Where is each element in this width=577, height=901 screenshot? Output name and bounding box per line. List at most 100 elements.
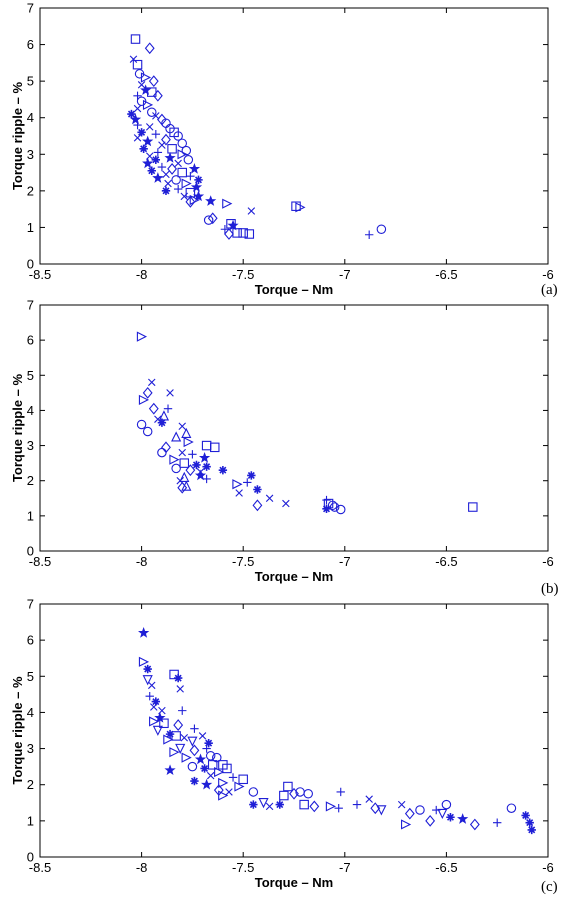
data-point xyxy=(149,716,160,727)
data-point xyxy=(142,386,153,399)
data-point xyxy=(177,149,188,160)
data-point xyxy=(202,474,211,484)
data-point xyxy=(190,181,203,192)
data-point xyxy=(437,808,448,820)
data-point xyxy=(140,72,152,83)
data-point xyxy=(258,798,269,809)
data-point xyxy=(469,818,480,831)
x-axis-label: Torque – Nm xyxy=(255,569,334,584)
panel-label: (c) xyxy=(541,879,558,895)
data-point xyxy=(189,744,200,757)
data-point xyxy=(164,764,176,776)
data-point xyxy=(309,800,320,813)
data-point xyxy=(222,763,232,774)
data-point xyxy=(521,811,530,820)
y-tick-label: 1 xyxy=(27,220,34,235)
x-tick-label: -8 xyxy=(136,554,148,569)
data-point xyxy=(171,463,181,474)
x-axis-label: Torque – Nm xyxy=(255,875,334,890)
data-point xyxy=(171,175,181,185)
data-point xyxy=(133,104,142,113)
panel-label: (b) xyxy=(541,581,559,597)
data-point xyxy=(147,107,157,117)
y-tick-label: 4 xyxy=(27,110,34,125)
data-point xyxy=(127,109,136,119)
data-point xyxy=(205,195,217,206)
plot-area xyxy=(39,7,549,265)
y-tick-label: 2 xyxy=(27,777,34,792)
data-point xyxy=(194,469,207,481)
data-point xyxy=(142,157,154,169)
x-tick-label: -6.5 xyxy=(435,267,457,282)
data-point xyxy=(222,198,233,209)
data-point xyxy=(397,800,406,809)
data-point xyxy=(234,781,245,792)
y-tick-label: 5 xyxy=(27,669,34,684)
x-axis-label: Torque – Nm xyxy=(255,282,334,297)
data-point xyxy=(218,465,228,475)
data-point xyxy=(527,825,536,835)
data-point xyxy=(265,494,274,503)
y-tick-label: 1 xyxy=(27,508,34,523)
y-tick-label: 6 xyxy=(27,37,34,52)
x-tick-label: -6 xyxy=(542,860,554,875)
x-tick-label: -7 xyxy=(339,267,351,282)
data-point xyxy=(140,84,152,96)
y-tick-label: 3 xyxy=(27,438,34,453)
data-point xyxy=(181,752,192,763)
data-point xyxy=(525,818,534,827)
y-tick-label: 4 xyxy=(27,403,34,418)
x-tick-label: -7.5 xyxy=(232,554,254,569)
data-point xyxy=(202,744,211,753)
panel-label: (a) xyxy=(541,282,558,298)
data-point xyxy=(173,131,183,141)
data-points xyxy=(127,34,387,240)
data-point xyxy=(244,229,255,239)
data-point xyxy=(329,502,340,512)
data-point xyxy=(364,230,374,239)
x-tick-label: -6.5 xyxy=(435,860,457,875)
data-point xyxy=(202,462,211,471)
data-point xyxy=(228,773,238,782)
x-tick-label: -8 xyxy=(136,860,148,875)
data-point xyxy=(238,228,248,238)
y-axis-label: Torque ripple – % xyxy=(10,82,25,191)
x-tick-label: -7 xyxy=(339,860,351,875)
data-point xyxy=(336,787,345,797)
data-point xyxy=(157,447,167,458)
data-point xyxy=(158,141,166,149)
data-point xyxy=(143,664,152,674)
data-point xyxy=(265,802,274,811)
y-tick-label: 2 xyxy=(27,473,34,488)
data-point xyxy=(150,703,158,711)
data-point xyxy=(282,499,290,508)
data-point xyxy=(247,207,256,215)
data-point xyxy=(468,502,478,512)
data-point xyxy=(142,99,154,111)
x-tick-label: -7 xyxy=(339,554,351,569)
data-point xyxy=(152,172,164,183)
data-point xyxy=(130,34,141,44)
data-point xyxy=(352,800,362,809)
data-point xyxy=(129,113,142,125)
data-point xyxy=(132,59,143,70)
data-point xyxy=(176,685,184,693)
x-tick-label: -7.5 xyxy=(232,267,254,282)
data-point xyxy=(147,87,157,97)
data-point xyxy=(232,479,243,490)
data-point xyxy=(179,471,190,482)
data-point xyxy=(148,378,156,387)
data-point xyxy=(174,159,182,168)
data-point xyxy=(152,89,163,102)
data-point xyxy=(138,627,150,638)
data-point xyxy=(253,485,262,494)
data-point xyxy=(177,167,187,178)
data-point xyxy=(238,774,248,785)
data-point xyxy=(181,427,192,439)
data-point xyxy=(493,818,502,827)
data-point xyxy=(173,184,183,194)
data-point xyxy=(169,454,180,465)
data-point xyxy=(376,224,387,235)
data-point xyxy=(279,790,289,801)
data-point xyxy=(227,219,239,231)
